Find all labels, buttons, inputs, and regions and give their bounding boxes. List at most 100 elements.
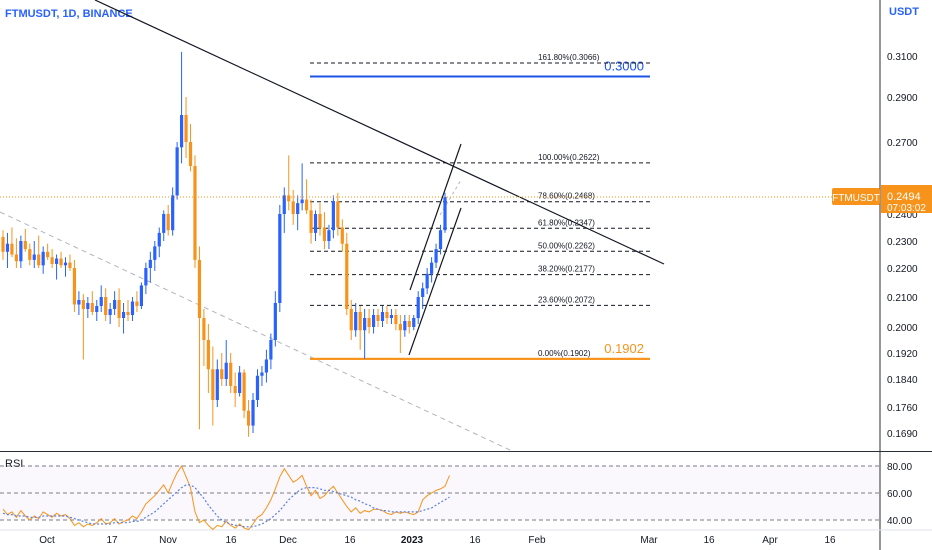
candle xyxy=(220,353,224,386)
candle-body xyxy=(318,214,322,228)
candle-body xyxy=(349,309,353,331)
candle-body xyxy=(309,210,313,233)
candle xyxy=(421,282,425,309)
candle-body xyxy=(380,312,385,321)
price-tick-label: 0.3100 xyxy=(887,52,918,63)
fib-level-label: 0.00%(0.1902) xyxy=(538,349,591,358)
candle-body xyxy=(407,321,411,327)
candle xyxy=(242,369,246,419)
candle xyxy=(188,124,193,172)
candle-body xyxy=(322,227,327,241)
candle-body xyxy=(403,321,407,331)
candle-body xyxy=(269,340,273,360)
candle xyxy=(54,254,59,280)
price-axis[interactable]: 0.3100 0.2900 0.2700 0.2400 0.2300 0.2200 0.21… xyxy=(887,52,918,440)
candle-body xyxy=(363,318,367,331)
candle-body xyxy=(59,258,63,266)
trendlines-layer xyxy=(0,0,665,451)
candle xyxy=(385,306,389,324)
candle-body xyxy=(162,214,166,233)
candle-body xyxy=(273,303,277,340)
candle xyxy=(255,369,260,407)
price-tick-label: 0.2000 xyxy=(887,323,918,334)
candle-body xyxy=(81,300,85,309)
candle-body xyxy=(95,306,99,312)
candle xyxy=(246,400,251,437)
candle xyxy=(86,297,90,318)
fib-level-label: 23.60%(0.2072) xyxy=(538,295,595,304)
chart-symbol-title: FTMUSDT, 1D, BINANCE xyxy=(5,8,133,20)
candle xyxy=(403,315,407,337)
time-tick-label: Dec xyxy=(279,535,297,546)
candle xyxy=(287,155,291,211)
time-axis[interactable]: Oct 17 Nov 16 Dec 16 2023 16 Feb Mar 16 Apr 16 xyxy=(39,535,836,546)
candle xyxy=(28,243,32,266)
candle-body xyxy=(54,258,59,264)
price-tick-label: 0.1690 xyxy=(887,429,918,440)
channel-upper-line[interactable] xyxy=(409,143,462,291)
candle-body xyxy=(331,201,335,231)
candle-body xyxy=(313,214,318,233)
candle-body xyxy=(166,214,170,231)
candle-body xyxy=(215,369,219,400)
candle xyxy=(260,366,264,386)
candle xyxy=(104,288,108,321)
candle xyxy=(179,51,184,164)
candle xyxy=(108,303,112,324)
candle xyxy=(162,210,166,241)
price-tick-label: 0.1920 xyxy=(887,349,918,360)
candle-body xyxy=(264,359,269,373)
candle-body xyxy=(19,241,23,262)
bar-countdown: 07:03:02 xyxy=(887,203,926,214)
candle xyxy=(135,291,139,312)
candle xyxy=(345,232,349,315)
price-tick-label: 0.2200 xyxy=(887,264,918,275)
candle xyxy=(46,243,50,260)
candle xyxy=(336,192,340,236)
candle-body xyxy=(68,262,72,268)
price-tick-label: 0.2100 xyxy=(887,293,918,304)
rsi-pane[interactable]: RSI 80.00 60.00 40.00 xyxy=(0,458,912,531)
dashed-support-trendline[interactable] xyxy=(0,211,511,451)
candle xyxy=(59,251,63,268)
rsi-level-label: 80.00 xyxy=(887,462,912,473)
candle xyxy=(224,340,228,386)
candle xyxy=(95,300,99,321)
candle-body xyxy=(41,251,45,266)
candle-body xyxy=(430,262,434,274)
candle-body xyxy=(220,369,224,379)
candle xyxy=(184,97,188,159)
time-tick-label: Mar xyxy=(640,535,658,546)
candle xyxy=(117,288,121,327)
candle-body xyxy=(37,254,41,266)
candle-body xyxy=(135,301,139,306)
time-tick-label: Nov xyxy=(159,535,177,546)
candles-layer xyxy=(1,51,447,437)
candle-body xyxy=(50,257,54,264)
channel-lower-line[interactable] xyxy=(408,207,462,356)
candle xyxy=(50,249,54,268)
candle xyxy=(398,315,402,353)
time-tick-label: Oct xyxy=(39,535,55,546)
fibonacci-retracement[interactable]: 161.80%(0.3066) 100.00%(0.2622) 78.60%(0.2… xyxy=(310,53,650,360)
candle-body xyxy=(412,318,416,327)
fib-level-label: 161.80%(0.3066) xyxy=(538,53,600,62)
candle xyxy=(81,294,85,360)
current-price-value: 0.2494 xyxy=(887,191,921,203)
candle xyxy=(23,228,27,252)
candle-body xyxy=(184,115,188,142)
candle-body xyxy=(278,214,282,303)
candle-body xyxy=(197,259,202,318)
descending-resistance-trendline[interactable] xyxy=(94,0,665,265)
candle xyxy=(229,353,233,393)
candle-body xyxy=(385,312,389,318)
candle-body xyxy=(211,369,215,400)
candle-body xyxy=(233,386,237,393)
candle xyxy=(113,291,117,315)
candle-body xyxy=(394,315,398,324)
candle-body xyxy=(287,195,291,202)
candle xyxy=(438,224,443,255)
candle xyxy=(77,291,81,315)
